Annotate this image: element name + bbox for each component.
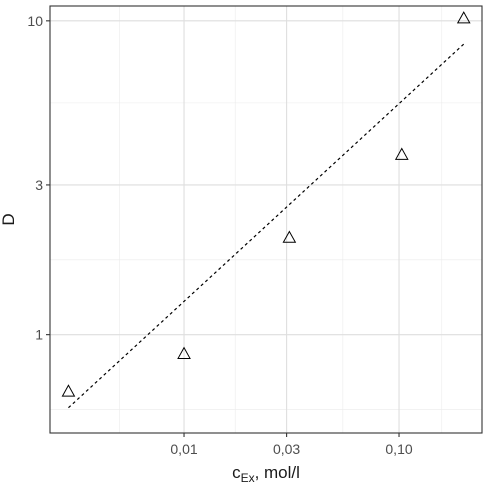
x-axis-title: cEx, mol/l <box>232 463 300 485</box>
y-axis-title: D <box>0 213 18 225</box>
triangle-point <box>394 147 409 160</box>
y-tick-label: 10 <box>27 13 43 29</box>
x-axis-title-subscript: Ex <box>241 471 255 485</box>
triangle-point <box>177 346 191 359</box>
fit-line-group <box>68 43 465 409</box>
data-points <box>61 11 471 397</box>
x-tick-label: 0,10 <box>385 441 412 457</box>
triangle-point <box>61 384 76 397</box>
fit-line <box>68 43 465 409</box>
minor-gridlines <box>50 6 482 433</box>
plot-panel-border <box>49 5 483 434</box>
y-tick-label: 1 <box>35 327 43 343</box>
y-tick-label: 3 <box>35 177 43 193</box>
triangle-point <box>456 11 471 24</box>
major-gridlines <box>50 6 482 433</box>
x-axis-title-main: c <box>232 463 241 482</box>
x-tick-label: 0,01 <box>170 441 197 457</box>
y-axis-ticks: 1 3 10 <box>27 13 50 343</box>
x-axis-ticks: 0,01 0,03 0,10 <box>170 433 413 457</box>
triangle-point <box>282 230 297 243</box>
x-axis-title-unit: , mol/l <box>255 463 300 482</box>
x-tick-label: 0,03 <box>273 441 300 457</box>
